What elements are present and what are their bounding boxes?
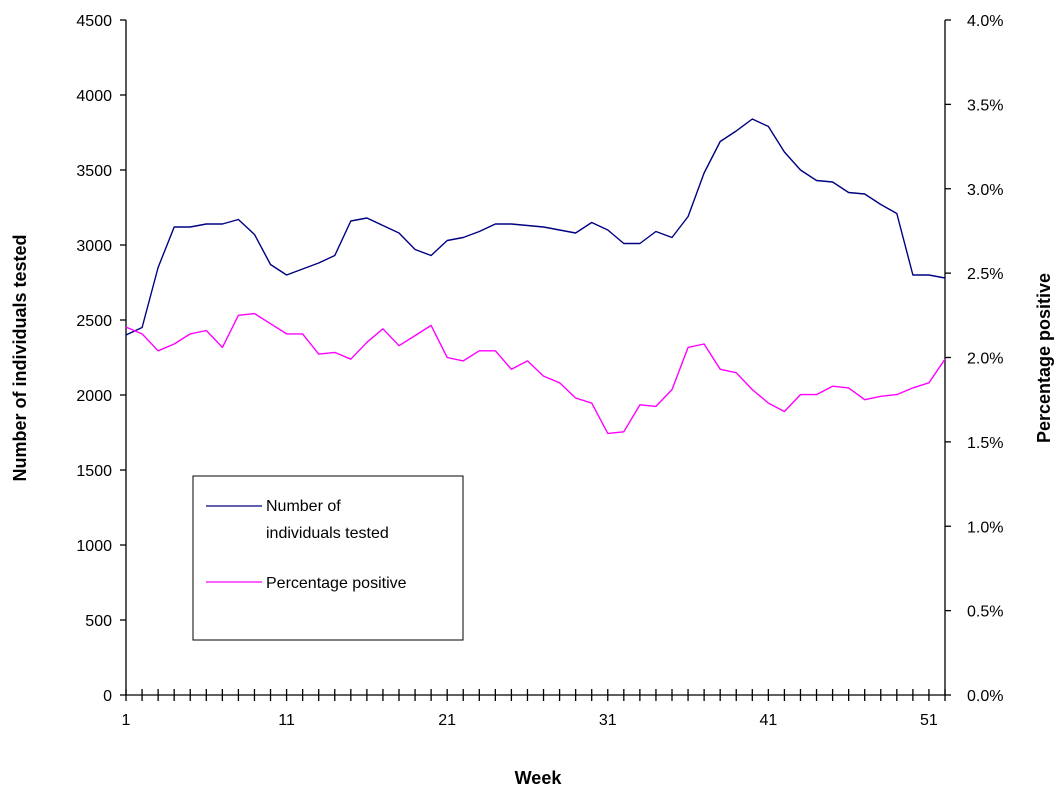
y-right-tick-label: 0.5% [967,604,1003,621]
y-right-tick-label: 1.5% [967,435,1003,452]
y-left-tick-label: 1000 [76,538,112,555]
series-line-individuals-tested [125,118,946,336]
y-right-tick-label: 3.5% [967,97,1003,114]
y-right-tick-label: 3.0% [967,182,1003,199]
x-tick-label: 51 [920,712,938,729]
y-left-tick-label: 500 [85,613,112,630]
y-left-tick-label: 4500 [76,13,112,30]
y-left-tick-label: 2000 [76,388,112,405]
legend-label-positive: Percentage positive [266,575,407,592]
legend-label-tested-line1: Number of [266,498,341,515]
tick-labels-group: 0 500 1000 1500 2000 2500 3000 3500 4000 4500 0.0%… [76,13,1003,729]
x-tick-label: 41 [759,712,777,729]
x-axis-title: Week [515,768,563,788]
y-left-tick-label: 2500 [76,313,112,330]
y-left-tick-label: 3500 [76,163,112,180]
x-tick-label: 1 [122,712,131,729]
y-right-tick-label: 2.5% [967,266,1003,283]
ticks-group [120,19,951,701]
legend-box [192,475,464,641]
y-right-tick-label: 0.0% [967,688,1003,705]
y-right-tick-label: 2.0% [967,351,1003,368]
series-group [125,118,946,435]
x-tick-label: 11 [278,712,295,729]
y-right-tick-label: 4.0% [967,13,1003,30]
y-left-tick-label: 0 [103,688,112,705]
y-right-tick-label: 1.0% [967,519,1003,536]
legend-label-tested-line2: individuals tested [266,525,389,542]
y-left-tick-label: 4000 [76,88,112,105]
x-tick-label: 21 [438,712,456,729]
y-axis-right-title: Percentage positive [1034,273,1054,443]
series-line-percentage-positive [125,312,946,435]
legend: Number of individuals tested Percentage … [192,475,464,641]
y-left-tick-label: 3000 [76,238,112,255]
x-tick-label: 31 [599,712,617,729]
y-axis-left-title: Number of individuals tested [10,234,30,481]
y-left-tick-label: 1500 [76,463,112,480]
